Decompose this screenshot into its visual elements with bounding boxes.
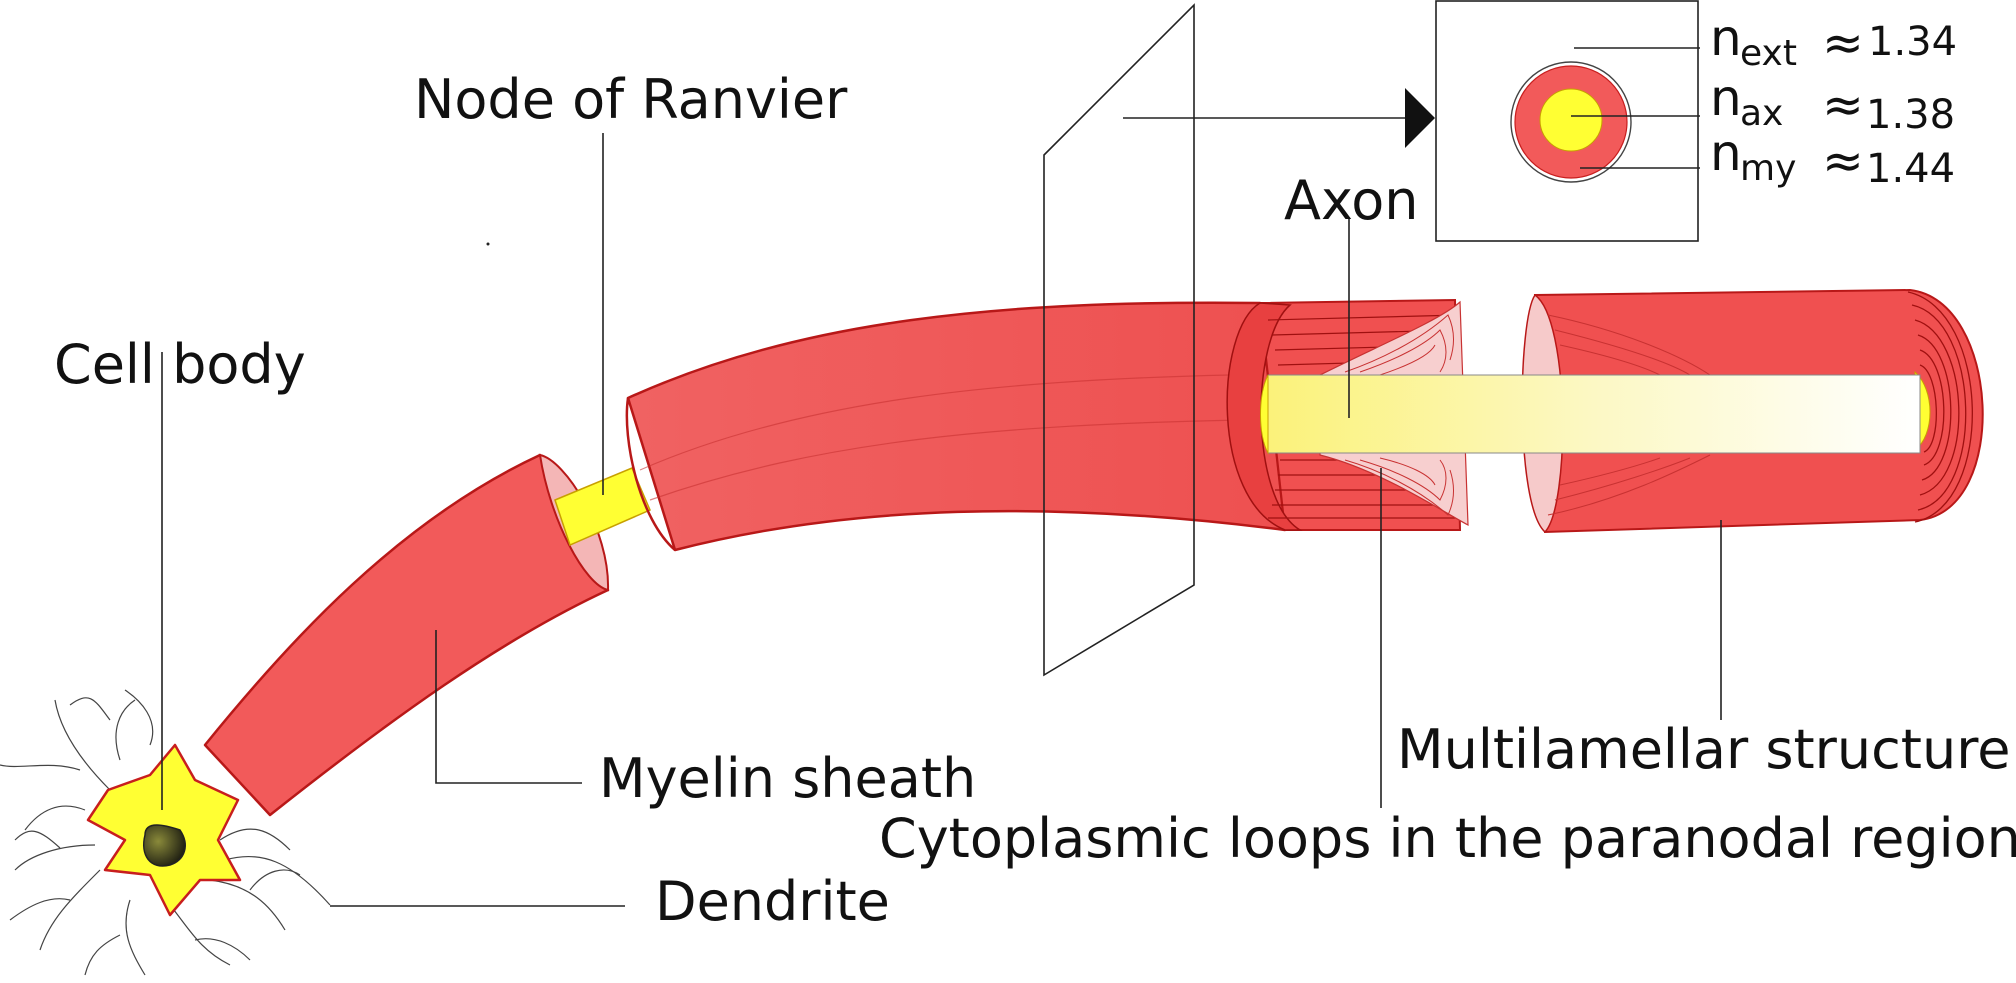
svg-text:≈: ≈	[1822, 132, 1864, 190]
nucleus	[143, 824, 186, 867]
cell-body	[86, 743, 242, 917]
svg-text:n: n	[1710, 9, 1742, 67]
node-of-ranvier-label: Node of Ranvier	[414, 68, 848, 131]
svg-text:n: n	[1710, 69, 1742, 127]
svg-text:≈: ≈	[1822, 76, 1864, 134]
myelin-segment-1	[203, 453, 610, 817]
multilamellar-structure-label: Multilamellar structure	[1397, 718, 2010, 781]
node-axon	[554, 467, 651, 547]
dendrite-label: Dendrite	[655, 870, 890, 933]
cell-body-label: Cell body	[54, 333, 306, 396]
myelin-sheath-leader	[435, 630, 582, 784]
svg-text:1.38: 1.38	[1866, 92, 1955, 138]
svg-text:1.34: 1.34	[1868, 19, 1957, 65]
axon-core	[1260, 374, 1921, 455]
speck	[486, 242, 490, 246]
refractive-index-my: n my ≈ 1.44	[1710, 124, 1955, 192]
refractive-index-ext: n ext ≈ 1.34	[1710, 9, 1957, 74]
svg-text:ext: ext	[1740, 33, 1797, 74]
svg-text:ax: ax	[1740, 93, 1783, 134]
cytoplasmic-loops-label: Cytoplasmic loops in the paranodal regio…	[879, 807, 2016, 870]
axon-label: Axon	[1284, 169, 1419, 232]
svg-text:1.44: 1.44	[1866, 146, 1955, 192]
svg-text:≈: ≈	[1822, 14, 1864, 72]
cross-section-plane	[1043, 3, 1195, 677]
dendrites	[0, 689, 331, 976]
myelin-segment-2	[625, 301, 1287, 552]
myelin-sheath-label: Myelin sheath	[599, 747, 976, 810]
svg-text:my: my	[1740, 148, 1796, 189]
refractive-index-ax: n ax ≈ 1.38	[1710, 69, 1955, 138]
cross-section-inset	[1123, 0, 1700, 242]
leader-lines	[161, 133, 1722, 907]
svg-text:n: n	[1710, 124, 1742, 182]
